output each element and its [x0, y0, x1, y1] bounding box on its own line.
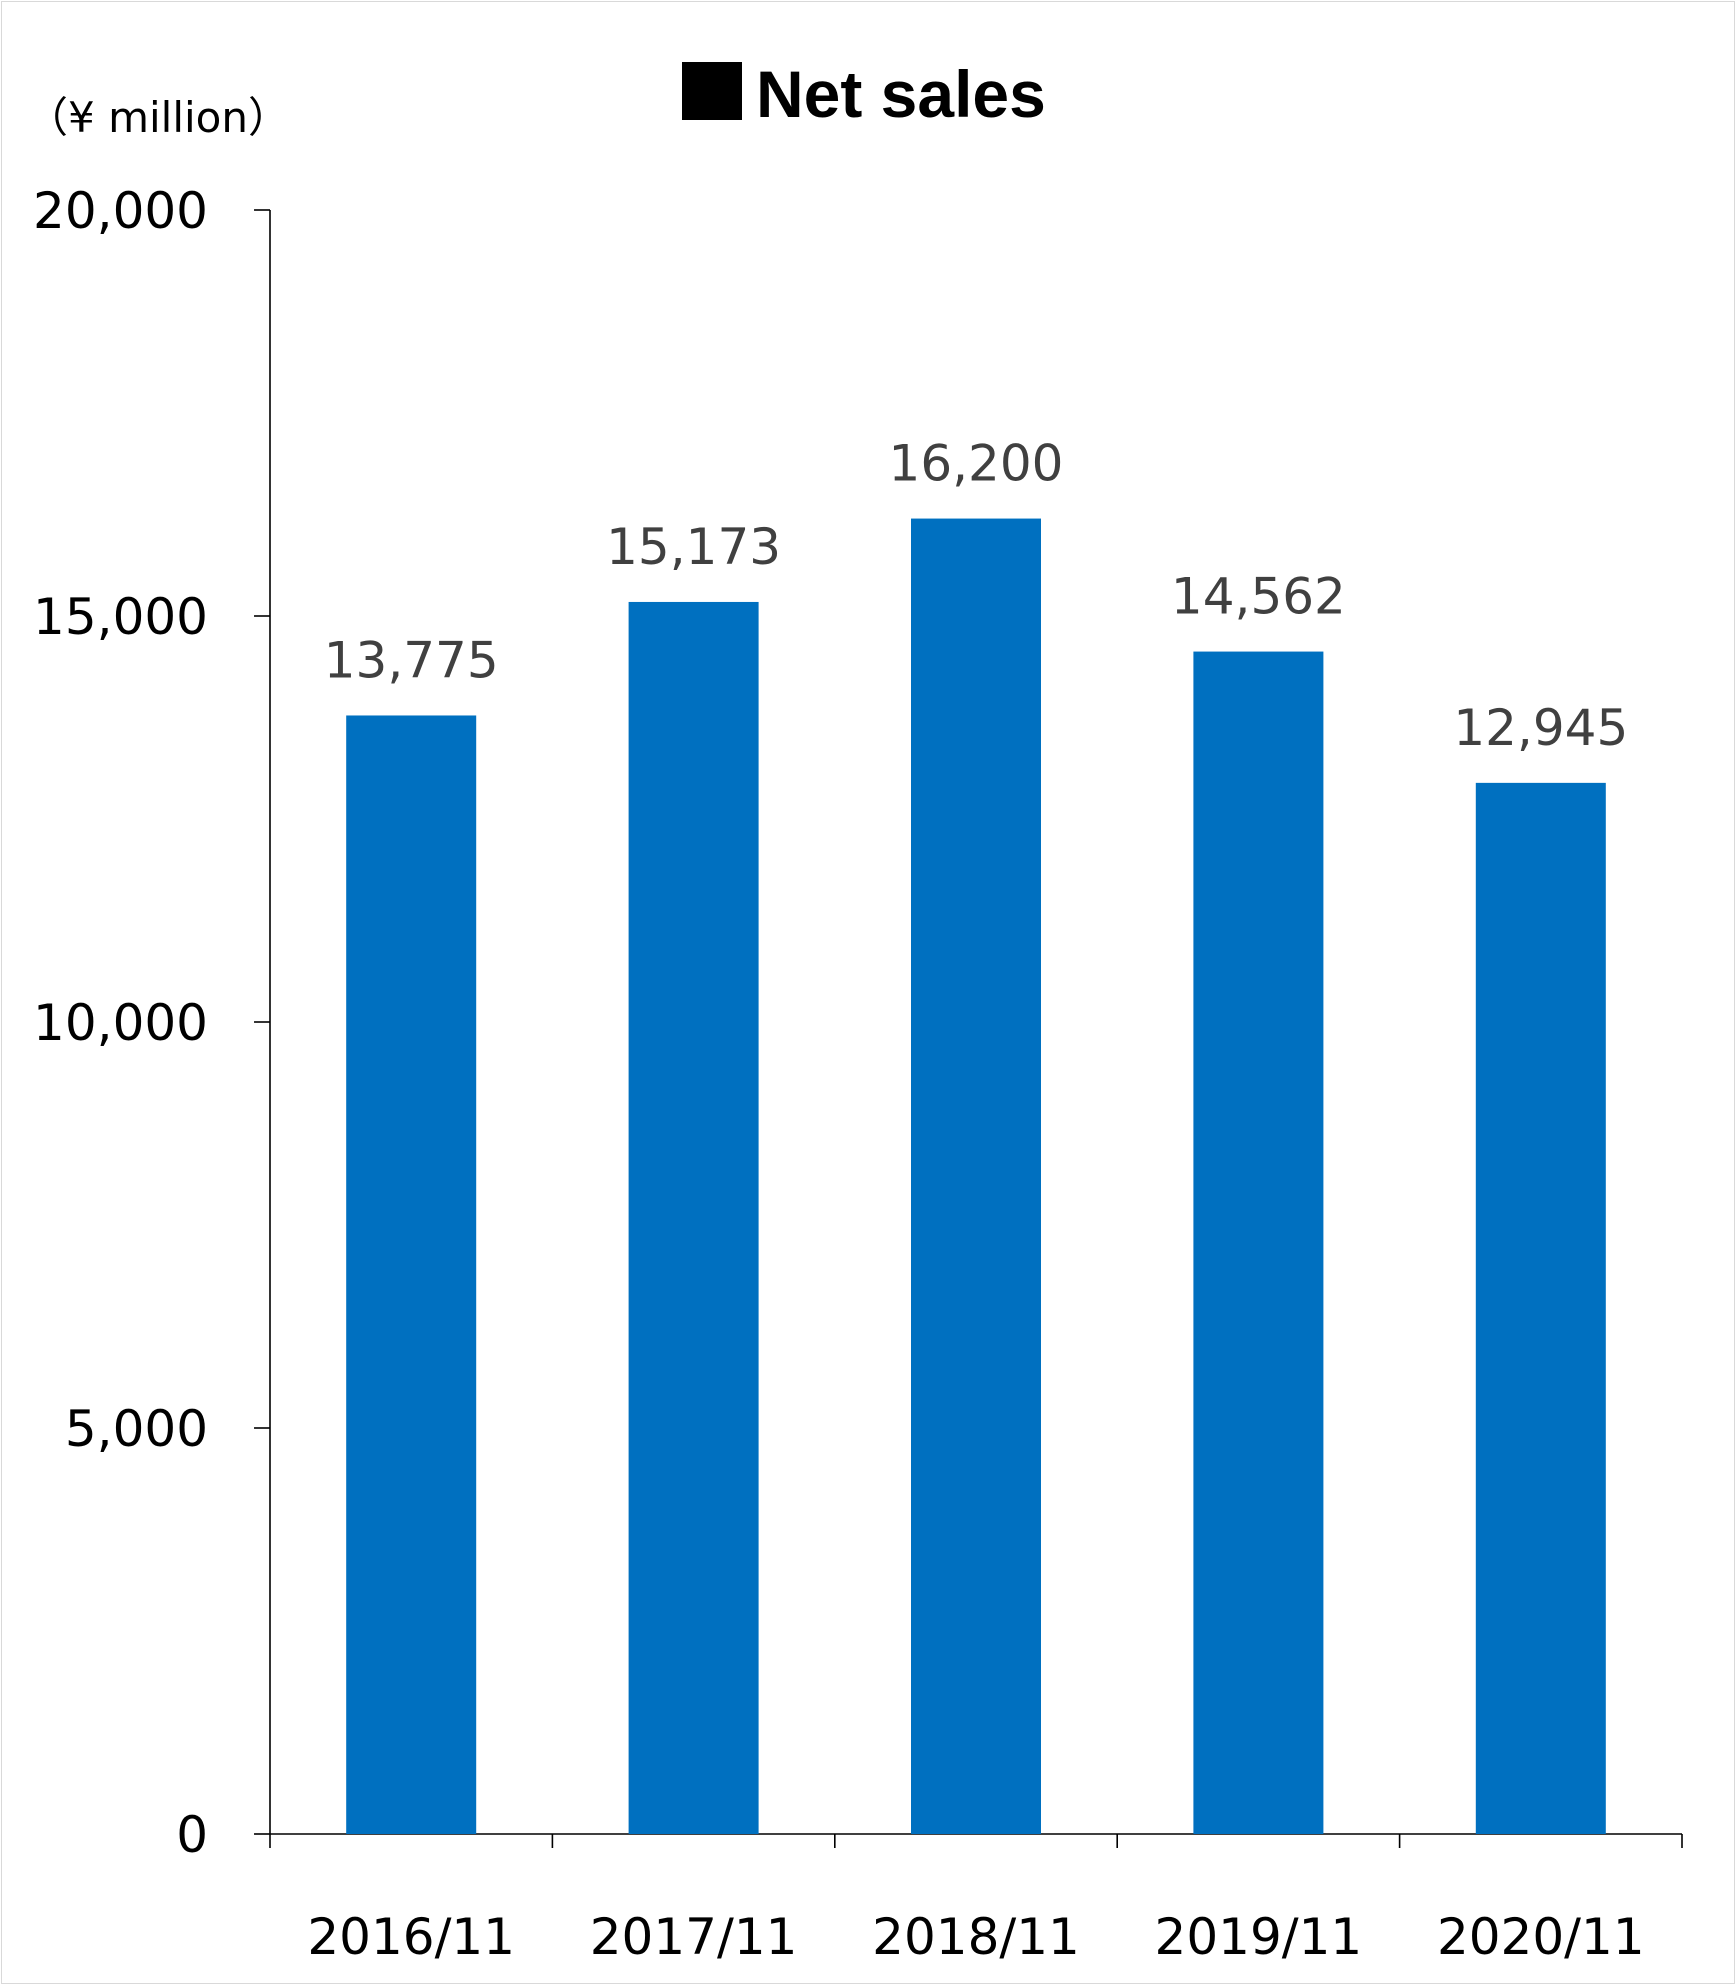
bar: [628, 601, 759, 1834]
bar-value-label: 15,173: [606, 518, 781, 576]
bar: [911, 518, 1041, 1834]
chart-title: Net sales: [756, 57, 1046, 131]
x-axis-tick-labels: 2016/11 2017/11 2018/11 2019/11 2020/11: [307, 1908, 1644, 1966]
x-tick-label: 2019/11: [1155, 1908, 1363, 1966]
y-tick-label: 20,000: [33, 182, 208, 240]
y-tick-label: 15,000: [33, 588, 208, 646]
y-axis-tick-labels: 0 5,000 10,000 15,000 20,000: [33, 182, 208, 1864]
y-axis-unit-label: （¥ million）: [26, 93, 290, 142]
y-tick-label: 10,000: [33, 994, 208, 1052]
legend-marker-square: [682, 62, 742, 120]
bar-value-label: 13,775: [324, 631, 499, 689]
x-tick-label: 2017/11: [590, 1908, 798, 1966]
bar-series: [346, 518, 1606, 1835]
bar: [1193, 651, 1324, 1834]
y-tick-label: 0: [176, 1806, 208, 1864]
bar: [346, 715, 477, 1834]
bar-value-label: 16,200: [889, 435, 1064, 493]
bar-value-label: 14,562: [1171, 568, 1346, 626]
x-tick-label: 2020/11: [1437, 1908, 1645, 1966]
chart-title-group: Net sales: [682, 57, 1046, 131]
x-tick-label: 2018/11: [872, 1908, 1080, 1966]
y-tick-label: 5,000: [65, 1400, 208, 1458]
bar-value-label: 12,945: [1453, 699, 1628, 757]
bar: [1475, 782, 1606, 1835]
bar-value-labels: 13,775 15,173 16,200 14,562 12,945: [324, 435, 1629, 757]
x-tick-label: 2016/11: [307, 1908, 515, 1966]
